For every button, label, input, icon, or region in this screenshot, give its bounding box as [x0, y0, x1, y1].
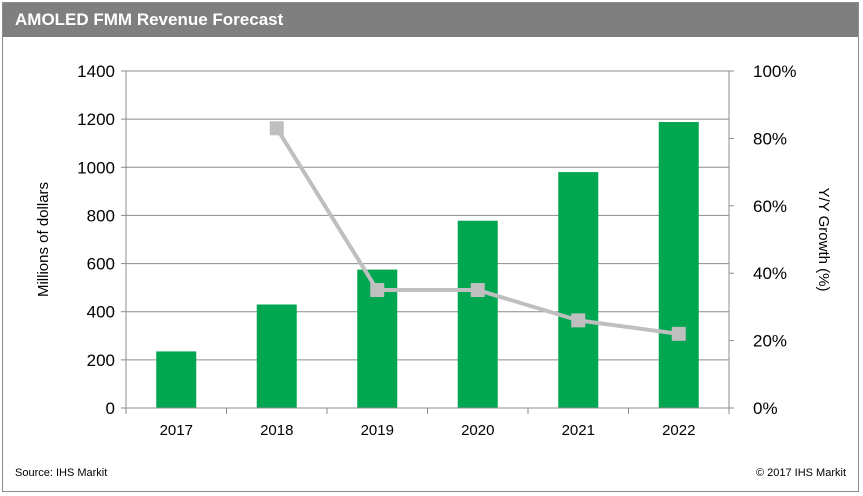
x-axis-tick-label: 2018: [260, 422, 293, 439]
right-axis-tick-label: 40%: [753, 264, 787, 283]
left-axis-tick-label: 1000: [77, 158, 115, 177]
right-axis-tick-label: 20%: [753, 332, 787, 351]
x-axis-tick-label: 2020: [461, 422, 494, 439]
growth-marker-2019: [370, 283, 385, 298]
bar-2020: [457, 220, 498, 408]
left-axis-tick-label: 1400: [77, 62, 115, 81]
right-axis-tick-label: 0%: [753, 399, 778, 418]
chart-plot: 0 200 400 600 800 1000 1200 1400 0% 20% 40% 60% 80% 1…: [35, 62, 832, 439]
left-axis-tick-label: 800: [87, 206, 115, 225]
bar-2021: [558, 172, 599, 408]
growth-marker-2018: [269, 121, 284, 136]
left-axis-tick-label: 600: [87, 255, 115, 274]
chart-title: AMOLED FMM Revenue Forecast: [15, 10, 284, 29]
left-axis-tick-label: 400: [87, 303, 115, 322]
line-layer: [269, 121, 686, 341]
right-axis-tick-label: 100%: [753, 62, 796, 81]
growth-marker-2021: [571, 313, 586, 328]
copyright-note: © 2017 IHS Markit: [755, 467, 846, 479]
left-axis-tick-label: 200: [87, 351, 115, 370]
x-axis-tick-label: 2022: [662, 422, 695, 439]
right-axis-title: Y/Y Growth (%): [815, 188, 832, 292]
bar-2018: [256, 304, 297, 408]
bar-2022: [658, 122, 699, 408]
x-axis-tick-label: 2019: [361, 422, 394, 439]
axes-layer: [121, 70, 734, 414]
right-axis-tick-label: 60%: [753, 197, 787, 216]
bars-layer: [156, 122, 699, 408]
bar-2017: [156, 351, 197, 408]
right-axis-tick-label: 80%: [753, 129, 787, 148]
growth-marker-2022: [671, 326, 686, 341]
title-bar: AMOLED FMM Revenue Forecast: [3, 3, 858, 37]
source-note: Source: IHS Markit: [15, 467, 108, 479]
growth-marker-2020: [470, 283, 485, 298]
grid-layer: [126, 70, 729, 361]
labels-layer: 0 200 400 600 800 1000 1200 1400 0% 20% 40% 60% 80% 1…: [35, 62, 832, 439]
left-axis-title: Millions of dollars: [35, 182, 52, 297]
x-axis-tick-label: 2021: [562, 422, 595, 439]
x-axis-tick-label: 2017: [160, 422, 193, 439]
left-axis-tick-label: 1200: [77, 110, 115, 129]
left-axis-tick-label: 0: [106, 399, 115, 418]
